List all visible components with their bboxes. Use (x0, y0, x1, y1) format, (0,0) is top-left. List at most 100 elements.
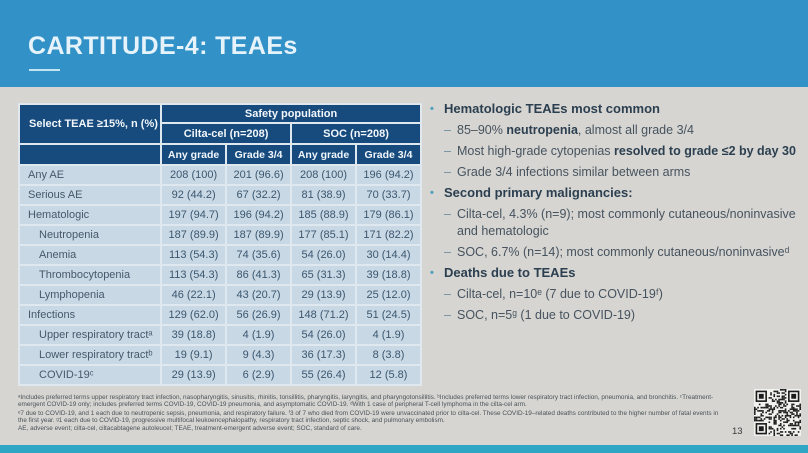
row-value: 65 (31.3) (292, 266, 355, 284)
bullet-text: Second primary malignancies: (444, 185, 633, 200)
row-label: Any AE (20, 166, 161, 184)
row-value: 208 (100) (292, 166, 355, 184)
row-value: 92 (44.2) (162, 186, 226, 204)
grade-header: Grade 3/4 (227, 145, 291, 164)
dash-marker-icon: – (444, 165, 451, 179)
row-value: 171 (82.2) (356, 226, 420, 244)
row-value: 187 (89.9) (227, 226, 291, 244)
dash-marker-icon: – (444, 123, 451, 137)
bullet-text: 85–90% neutropenia, almost all grade 3/4 (457, 123, 694, 137)
bullet-list: • Hematologic TEAEs most common –85–90% ne… (430, 101, 802, 323)
row-value: 197 (94.7) (162, 206, 226, 224)
dash-marker-icon: – (444, 244, 451, 259)
grade-header: Any grade (292, 145, 355, 164)
bullet-text: SOC, 6.7% (n=14); most commonly cutaneou… (457, 244, 790, 259)
bullet-item: • Second primary malignancies: (430, 185, 802, 202)
safety-population-header: Safety population (162, 105, 420, 122)
page-number: 13 (732, 426, 743, 437)
row-value: 196 (94.2) (227, 206, 291, 224)
row-value: 51 (24.5) (356, 306, 420, 324)
bullet-item: • Hematologic TEAEs most common (430, 101, 802, 118)
row-value: 4 (1.9) (356, 326, 420, 344)
bullet-text: Hematologic TEAEs most common (444, 101, 660, 116)
row-value: 113 (54.3) (162, 266, 226, 284)
row-value: 29 (13.9) (162, 366, 226, 384)
row-value: 148 (71.2) (292, 306, 355, 324)
footnote-abbreviations: AE, adverse event; cilta-cel, ciltacabta… (18, 425, 362, 433)
row-label: Upper respiratory tractᵃ (20, 326, 161, 344)
bullet-text: Most high-grade cytopenias resolved to g… (457, 144, 796, 158)
row-value: 113 (54.3) (162, 246, 226, 264)
row-label: Anemia (20, 246, 161, 264)
row-value: 129 (62.0) (162, 306, 226, 324)
bullet-text: SOC, n=5ᵍ (1 due to COVID-19) (457, 307, 636, 322)
table-header-row-arms: Cilta-cel (n=208) SOC (n=208) (20, 124, 420, 143)
table-body: Any AE 208 (100) 201 (96.6) 208 (100) 196 (9… (20, 166, 420, 384)
bullet-text: Cilta-cel, n=10ᵉ (7 due to COVID-19ᶠ) (457, 286, 663, 301)
row-value: 6 (2.9) (227, 366, 291, 384)
row-value: 36 (17.3) (292, 346, 355, 364)
row-value: 55 (26.4) (292, 366, 355, 384)
row-value: 12 (5.8) (356, 366, 420, 384)
bullet-marker-icon: • (430, 103, 434, 115)
table-row: Lymphopenia 46 (22.1) 43 (20.7) 29 (13.9) 25… (20, 286, 420, 304)
table-row: Serious AE 92 (44.2) 67 (32.2) 81 (38.9) 70 … (20, 186, 420, 204)
footnote-definitions: ᵃIncludes preferred terms upper respirat… (18, 394, 714, 409)
row-value: 54 (26.0) (292, 326, 355, 344)
table-row: Hematologic 197 (94.7) 196 (94.2) 185 (88.9… (20, 206, 420, 224)
table-corner-header: Select TEAE ≥15%, n (%) (20, 105, 161, 143)
row-value: 43 (20.7) (227, 286, 291, 304)
table-row: Anemia 113 (54.3) 74 (35.6) 54 (26.0) 30 (14… (20, 246, 420, 264)
sub-bullet-item: – SOC, n=5ᵍ (1 due to COVID-19) (430, 307, 802, 324)
page-title: CARTITUDE-4: TEAEs (28, 32, 298, 60)
corner-empty-cell (20, 145, 161, 164)
sub-bullet-item: – Most high-grade cytopenias resolved to … (430, 143, 802, 160)
row-value: 56 (26.9) (227, 306, 291, 324)
bullet-marker-icon: • (430, 187, 434, 199)
row-value: 54 (26.0) (292, 246, 355, 264)
row-value: 46 (22.1) (162, 286, 226, 304)
table-header-row-grades: Any grade Grade 3/4 Any grade Grade 3/4 (20, 145, 420, 164)
row-value: 39 (18.8) (162, 326, 226, 344)
dash-marker-icon: – (444, 144, 451, 158)
bottom-accent-strip (0, 445, 808, 453)
arm-header-cilta-cel: Cilta-cel (n=208) (162, 124, 291, 143)
row-value: 29 (13.9) (292, 286, 355, 304)
sub-bullet-item: –85–90% neutropenia, almost all grade 3/… (430, 122, 802, 139)
table-row: Thrombocytopenia 113 (54.3) 86 (41.3) 65 (3… (20, 266, 420, 284)
row-value: 9 (4.3) (227, 346, 291, 364)
row-value: 208 (100) (162, 166, 226, 184)
row-value: 4 (1.9) (227, 326, 291, 344)
sub-bullet-item: – Cilta-cel, 4.3% (n=9); most commonly cu… (430, 206, 802, 239)
dash-marker-icon: – (444, 307, 451, 322)
row-label: Lymphopenia (20, 286, 161, 304)
row-value: 81 (38.9) (292, 186, 355, 204)
row-label: COVID-19ᶜ (20, 366, 161, 384)
table-row: Infections 129 (62.0) 56 (26.9) 148 (71.2) 5… (20, 306, 420, 324)
qr-code-image (754, 389, 801, 436)
row-value: 74 (35.6) (227, 246, 291, 264)
grade-header: Grade 3/4 (356, 145, 420, 164)
row-value: 67 (32.2) (227, 186, 291, 204)
table-header-row-group: Select TEAE ≥15%, n (%) Safety populatio… (20, 105, 420, 143)
row-value: 185 (88.9) (292, 206, 355, 224)
row-value: 19 (9.1) (162, 346, 226, 364)
sub-bullet-item: – Cilta-cel, n=10ᵉ (7 due to COVID-19ᶠ) (430, 286, 802, 303)
slide-header: CARTITUDE-4: TEAEs (0, 0, 808, 87)
row-value: 25 (12.0) (356, 286, 420, 304)
row-label: Infections (20, 306, 161, 324)
row-value: 86 (41.3) (227, 266, 291, 284)
row-value: 39 (18.8) (356, 266, 420, 284)
footnotes: ᵃIncludes preferred terms upper respirat… (18, 394, 722, 433)
qr-code (754, 389, 801, 436)
bullet-text: Cilta-cel, 4.3% (n=9); most commonly cut… (457, 207, 796, 238)
row-value: 30 (14.4) (356, 246, 420, 264)
table-row: Lower respiratory tractᵇ 19 (9.1) 9 (4.3) 3… (20, 346, 420, 364)
row-label: Serious AE (20, 186, 161, 204)
row-value: 187 (89.9) (162, 226, 226, 244)
sub-bullet-item: – SOC, 6.7% (n=14); most commonly cutaneo… (430, 244, 802, 261)
teae-table: Select TEAE ≥15%, n (%) Safety populatio… (18, 103, 422, 386)
arm-header-soc: SOC (n=208) (292, 124, 420, 143)
grade-header: Any grade (162, 145, 226, 164)
